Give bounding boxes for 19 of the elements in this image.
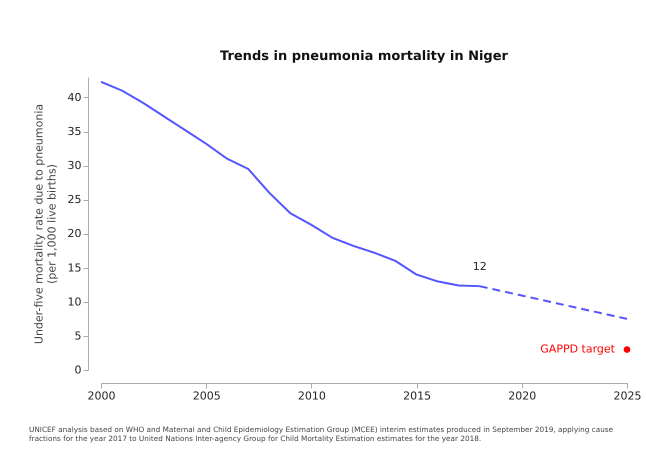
y-tick-label: 20: [68, 227, 82, 240]
y-tick-label: 10: [68, 295, 82, 308]
y-tick-label: 35: [68, 125, 82, 138]
y-tick-label: 30: [68, 159, 82, 172]
x-tick-label: 2005: [192, 390, 221, 402]
annotation: 12: [472, 260, 487, 274]
chart-title: Trends in pneumonia mortality in Niger: [220, 49, 509, 64]
y-tick-label: 5: [74, 329, 82, 342]
y-tick-label: 25: [68, 193, 82, 206]
x-tick-label: 2010: [298, 390, 326, 402]
x-tick-label: 2020: [508, 390, 536, 402]
y-tick-label: 0: [74, 364, 82, 376]
series-label: GAPPD target: [540, 342, 616, 356]
x-tick-label: 2000: [88, 390, 116, 402]
y-tick-label: 15: [68, 261, 82, 274]
y-axis-title: Under-five mortality rate due to pneumonia (per 1,000 live births): [32, 104, 59, 344]
x-tick-label: 2025: [614, 390, 642, 402]
x-tick-label: 2015: [403, 390, 432, 402]
y-tick-label: 40: [68, 90, 82, 104]
